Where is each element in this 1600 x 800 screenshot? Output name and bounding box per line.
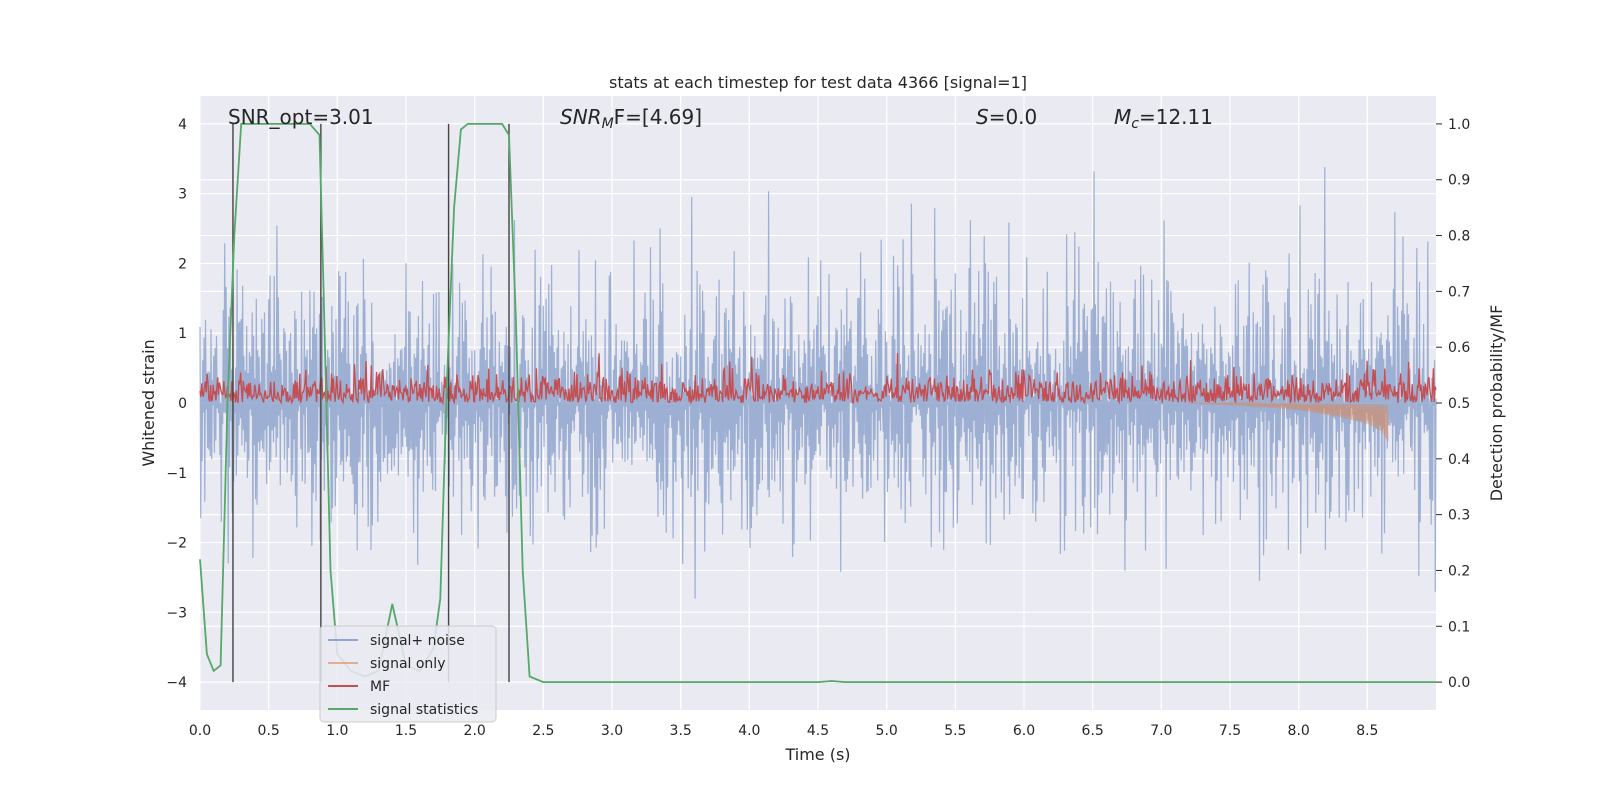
annotation-mc-value: =12.11 (1139, 105, 1213, 129)
annotation-mc: Mc=12.11 (1114, 105, 1213, 132)
y-right-tick-label: 0.5 (1448, 396, 1470, 412)
ticks: 0.0 0.5 1.0 1.5 2.0 2.5 3.0 3.5 4.0 4.5 5.0 5.5 6.0 6… (166, 117, 1470, 739)
x-tick-label: 3.0 (601, 723, 623, 739)
annotation-s-value: =0.0 (989, 105, 1038, 129)
x-tick-label: 6.0 (1013, 723, 1035, 739)
y-axis-right-title: Detection probability/MF (1487, 305, 1506, 502)
annotation-mc-subscript: c (1131, 116, 1139, 132)
y-right-tick-label: 1.0 (1448, 117, 1470, 133)
y-left-tick-label: −3 (166, 605, 187, 621)
x-tick-label: 5.0 (876, 723, 898, 739)
y-left-tick-label: −1 (166, 466, 187, 482)
x-tick-label: 3.5 (670, 723, 692, 739)
y-left-tick-label: −4 (166, 675, 187, 691)
x-tick-label: 7.0 (1150, 723, 1172, 739)
y-right-tick-label: 0.4 (1448, 452, 1470, 468)
y-axis-left-title: Whitened strain (139, 339, 158, 466)
legend-label-signal-only: signal only (370, 656, 445, 672)
legend-label-mf: MF (370, 679, 390, 695)
annotation-s-symbol: S (976, 105, 989, 129)
y-right-tick-label: 0.6 (1448, 340, 1470, 356)
legend-box (319, 625, 497, 723)
y-right-tick-label: 0.9 (1448, 173, 1470, 189)
x-tick-label: 7.5 (1219, 723, 1241, 739)
annotation-snr-mf-value: F=[4.69] (614, 105, 702, 129)
annotation-snr-opt: SNR_opt=3.01 (228, 105, 374, 129)
x-tick-label: 2.5 (532, 723, 554, 739)
y-right-tick-label: 0.1 (1448, 619, 1470, 635)
chart-title: stats at each timestep for test data 436… (609, 73, 1027, 92)
legend-label-signal-noise: signal+ noise (370, 633, 465, 649)
y-left-tick-label: 0 (178, 396, 187, 412)
x-tick-label: 1.0 (326, 723, 348, 739)
y-right-tick-label: 0.3 (1448, 508, 1470, 524)
y-left-tick-label: −2 (166, 536, 187, 552)
annotation-s: S=0.0 (976, 105, 1037, 129)
x-tick-label: 6.5 (1082, 723, 1104, 739)
y-left-tick-label: 1 (178, 326, 187, 342)
x-axis-title: Time (s) (784, 745, 850, 764)
mf-line (199, 352, 1437, 406)
x-tick-label: 8.5 (1356, 723, 1378, 739)
signal-noise-series (199, 166, 1437, 599)
y-left-tick-label: 4 (178, 117, 187, 133)
mf-series (199, 352, 1437, 406)
y-right-tick-label: 0.2 (1448, 563, 1470, 579)
x-tick-label: 0.0 (189, 723, 211, 739)
x-tick-label: 2.0 (464, 723, 486, 739)
annotation-snr-mf-subscript: M (602, 116, 614, 132)
y-right-tick-label: 0.0 (1448, 675, 1470, 691)
signal-only-series (1188, 400, 1389, 442)
y-right-tick-label: 0.8 (1448, 229, 1470, 245)
y-left-tick-label: 2 (178, 256, 187, 272)
signal-only-line (1188, 400, 1389, 442)
y-left-tick-label: 3 (178, 187, 187, 203)
annotation-snr-mf: SNRMF=[4.69] (560, 105, 702, 132)
x-tick-label: 4.5 (807, 723, 829, 739)
x-tick-label: 8.0 (1288, 723, 1310, 739)
legend-label-signal-statistics: signal statistics (370, 702, 478, 718)
x-tick-label: 5.5 (944, 723, 966, 739)
x-tick-label: 1.5 (395, 723, 417, 739)
signal-noise-line (199, 166, 1437, 599)
x-tick-label: 0.5 (258, 723, 280, 739)
y-right-tick-label: 0.7 (1448, 284, 1470, 300)
annotation-mc-symbol: M (1114, 105, 1131, 129)
x-tick-label: 4.0 (738, 723, 760, 739)
legend: signal+ noise signal only MF signal stat… (319, 625, 497, 723)
annotation-snr-mf-symbol: SNR (560, 105, 602, 129)
